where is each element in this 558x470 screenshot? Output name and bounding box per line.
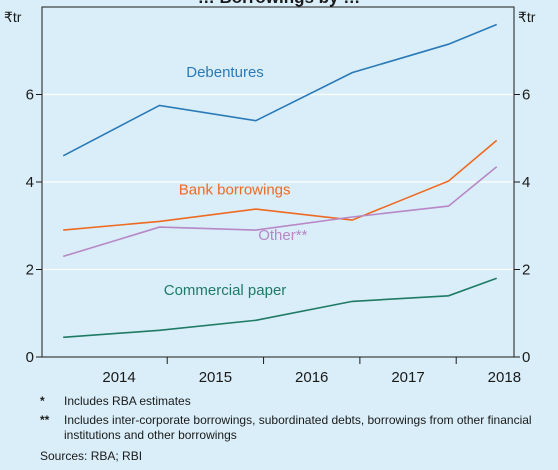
footnote-1: * Includes RBA estimates: [40, 394, 540, 409]
series-line: [62, 23, 498, 157]
y-units-left: ₹tr: [4, 9, 22, 25]
y-tick-label-right: 0: [522, 349, 530, 366]
series-line: [63, 139, 498, 231]
sources: Sources: RBA; RBI: [40, 449, 143, 463]
y-tick-label-left: 6: [26, 87, 34, 104]
chart-title: … Borrowings by …: [0, 0, 558, 8]
series-label: Debentures: [186, 64, 264, 81]
series-layer: [62, 23, 498, 339]
y-tick-label-left: 2: [26, 262, 34, 279]
y-tick-label-left: 0: [26, 349, 34, 366]
line-chart: 0 0 2 2 4 4 6 6 ₹tr ₹tr 2014 2015 2016 2017 2018 Deben…: [4, 6, 536, 386]
series-line: [63, 277, 497, 339]
plot-frame: [41, 6, 515, 358]
footnote-mark: *: [40, 394, 45, 408]
y-units-right: ₹tr: [518, 9, 536, 25]
x-tick-label: 2017: [391, 369, 424, 386]
footnote-text: Includes inter-corporate borrowings, sub…: [64, 413, 532, 442]
y-tick-label-right: 2: [522, 262, 530, 279]
footnote-mark: **: [40, 413, 50, 427]
axes: 0 0 2 2 4 4 6 6 ₹tr ₹tr 2014 2015 2016 2017 2018: [4, 6, 536, 386]
y-tick-label-left: 4: [26, 174, 34, 191]
series-label: Bank borrowings: [179, 181, 291, 198]
x-tick-label: 2015: [199, 369, 232, 386]
x-tick-label: 2018: [488, 369, 521, 386]
x-tick-label: 2016: [295, 369, 328, 386]
x-tick-label: 2014: [102, 369, 135, 386]
footnote-2: ** Includes inter-corporate borrowings, …: [40, 413, 540, 443]
series-line: [62, 166, 498, 258]
series-label: Commercial paper: [164, 282, 287, 299]
y-tick-label-right: 4: [522, 174, 530, 191]
footnote-text: Includes RBA estimates: [64, 394, 191, 408]
footnotes: * Includes RBA estimates ** Includes int…: [40, 394, 540, 464]
grid: [42, 93, 514, 271]
series-labels: Debentures Bank borrowings Other** Commerci…: [164, 64, 308, 299]
series-label: Other**: [258, 227, 307, 244]
y-tick-label-right: 6: [522, 87, 530, 104]
